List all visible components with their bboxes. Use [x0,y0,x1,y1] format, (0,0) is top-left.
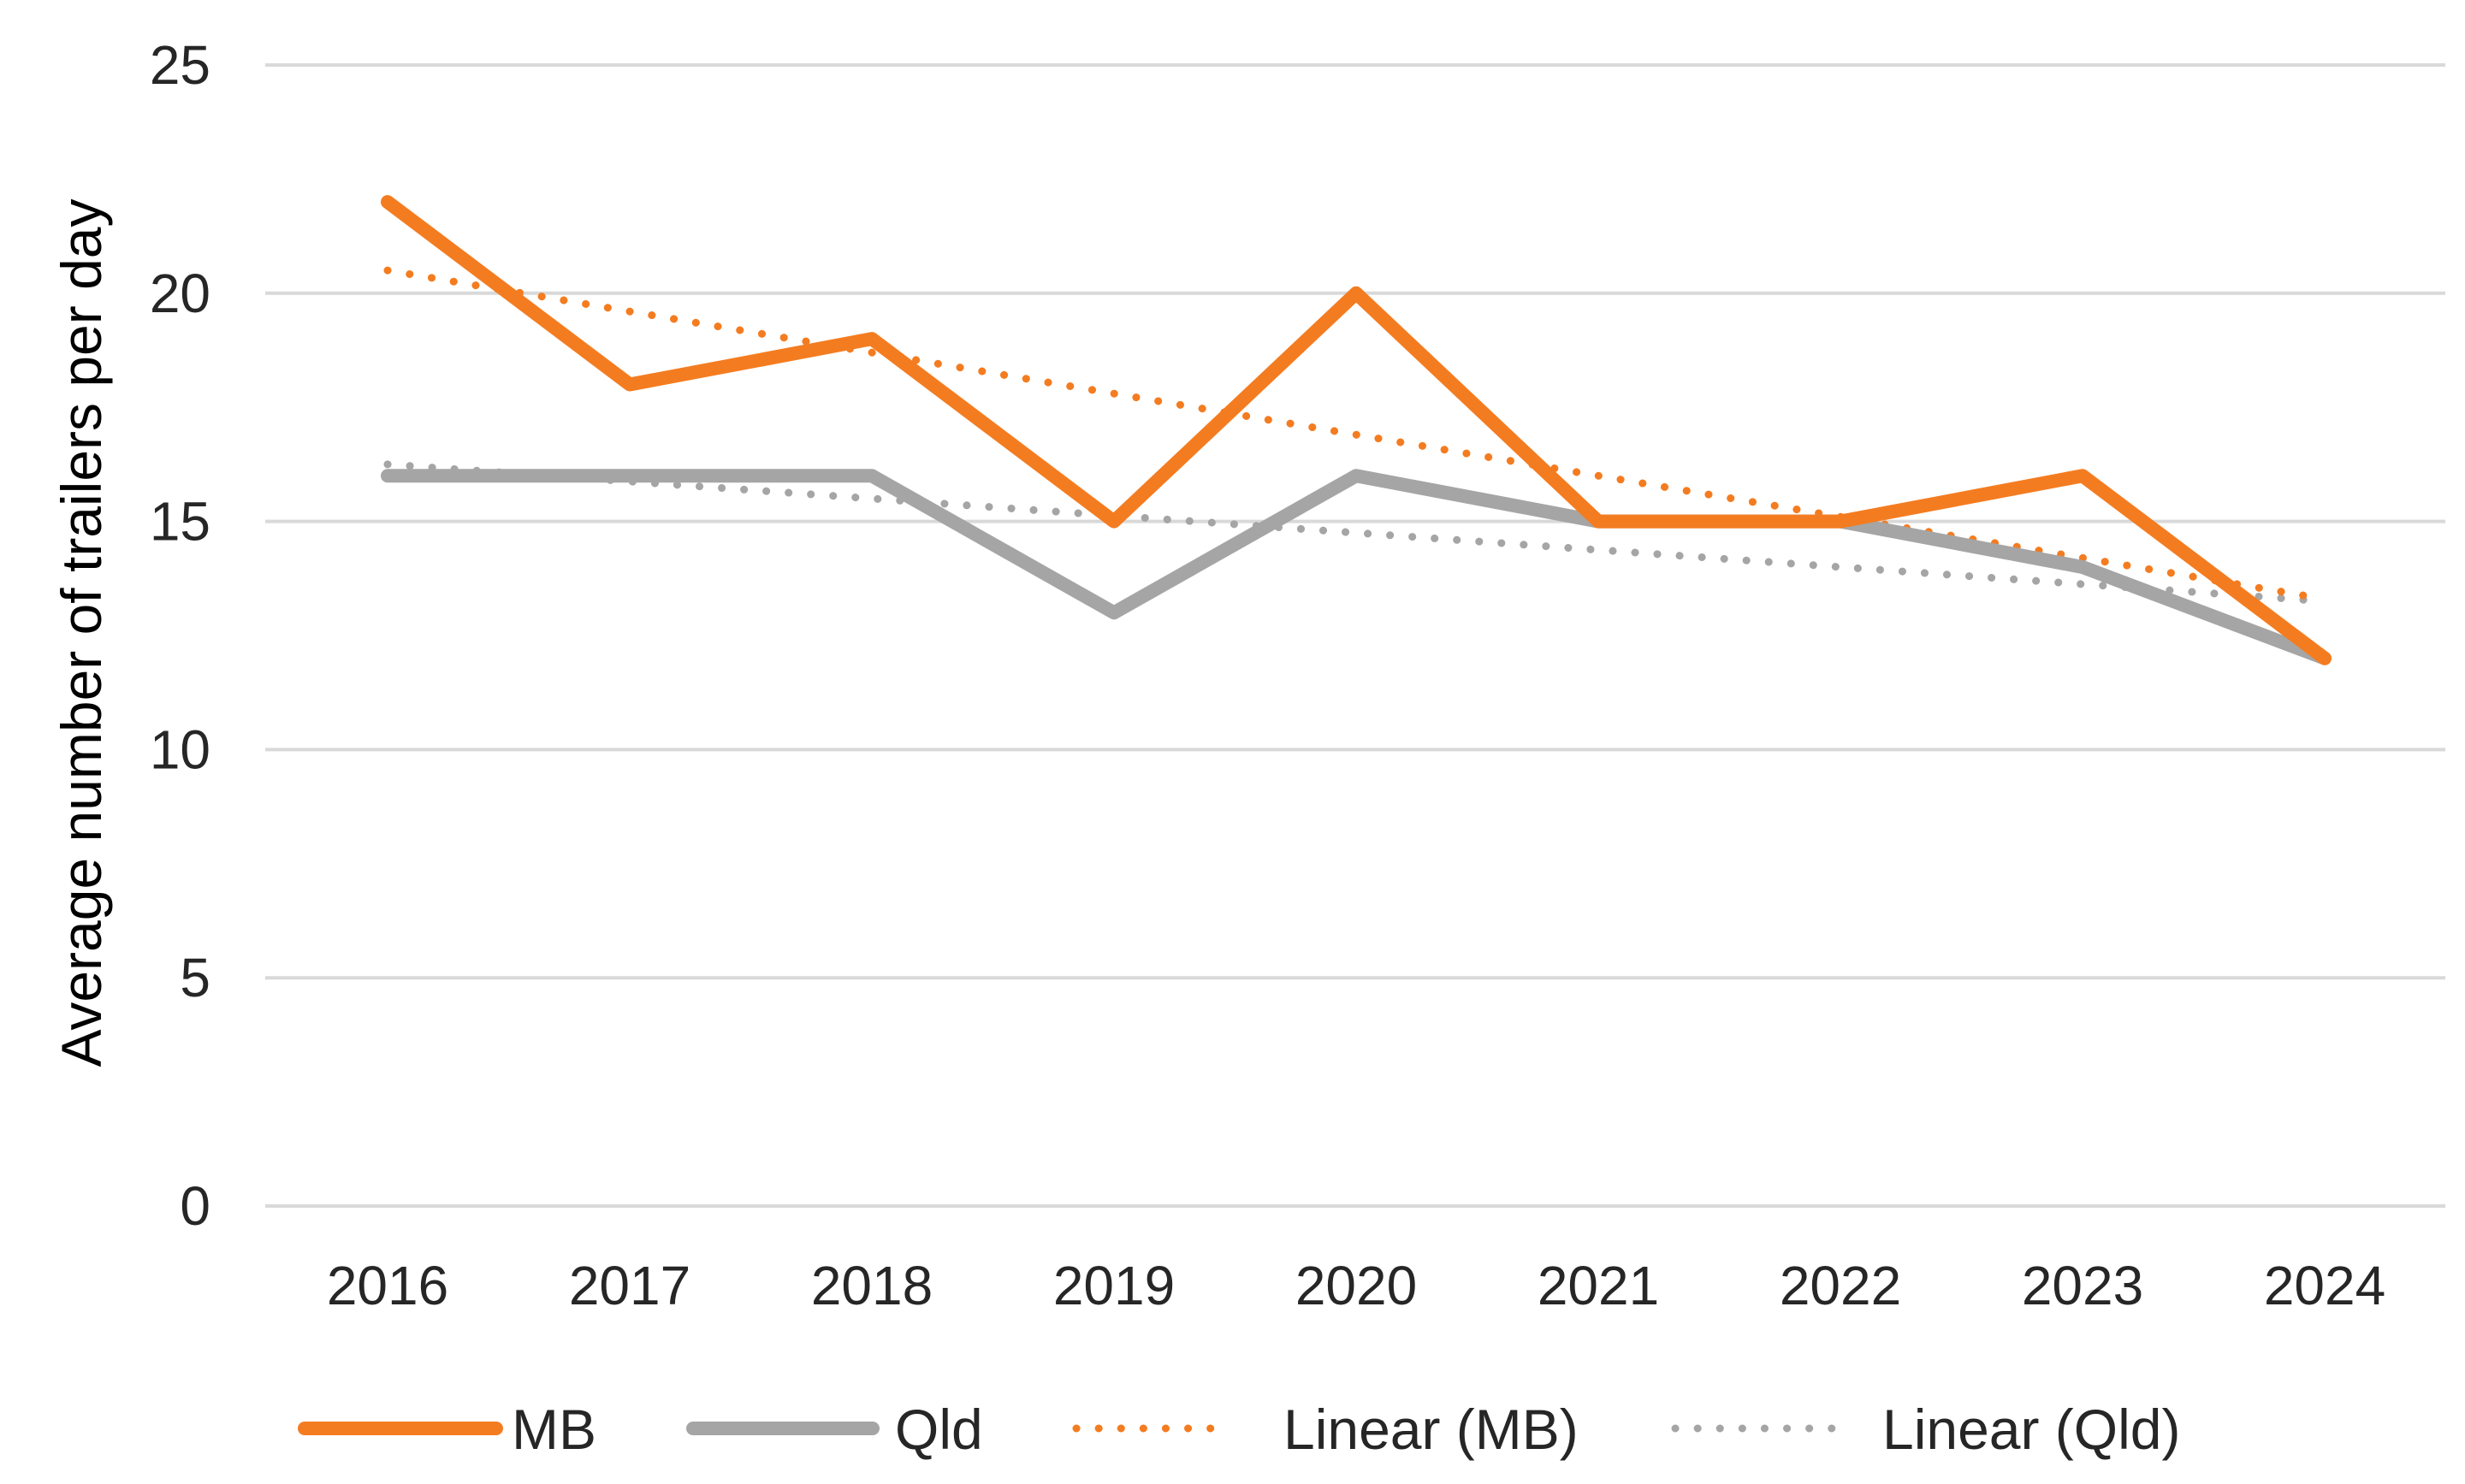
legend-label: MB [512,1398,596,1461]
data-point [630,384,631,385]
legend-label: Linear (Qld) [1882,1398,2180,1461]
x-tick-label: 2018 [811,1255,933,1316]
data-point [1114,612,1115,613]
y-tick-label: 10 [150,718,210,780]
y-tick-label: 0 [180,1175,210,1237]
x-axis-tick-labels: 2016 2017 2018 2019 2020 2021 2022 2023 2024 [327,1255,2385,1316]
data-point [872,339,873,340]
series-line-linear-mb [383,266,2329,603]
x-tick-label: 2023 [2022,1255,2143,1316]
legend-entry-mb: MB [298,1398,596,1461]
y-tick-label: 15 [150,491,210,553]
series-line-qld [381,469,2332,665]
y-tick-label: 20 [150,263,210,324]
data-point [2325,658,2326,659]
data-point [1114,521,1115,522]
legend-label: Linear (MB) [1283,1398,1579,1461]
y-axis-label: Average number of trailers per day [50,199,113,1067]
series-line-mb [381,195,2332,665]
y-tick-label: 5 [180,947,210,1008]
x-tick-label: 2017 [569,1255,690,1316]
legend-entry-linear-mb: Linear (MB) [1072,1398,1579,1461]
x-tick-label: 2021 [1538,1255,1659,1316]
x-tick-label: 2016 [327,1255,448,1316]
data-point [1598,521,1599,522]
x-tick-label: 2022 [1780,1255,1901,1316]
legend: MB Qld Linear (MB) Linear (Qld) [298,1398,2180,1461]
gridlines [265,63,2445,1208]
y-tick-label: 25 [150,34,210,96]
x-tick-label: 2019 [1053,1255,1175,1316]
y-axis-tick-labels: 0 5 10 15 20 25 [150,34,210,1237]
x-tick-label: 2020 [1295,1255,1417,1316]
series-layer [381,195,2332,665]
legend-entry-linear-qld: Linear (Qld) [1671,1398,2180,1461]
legend-label: Qld [895,1398,983,1461]
data-point [1840,521,1841,522]
legend-entry-qld: Qld [686,1398,983,1461]
x-tick-label: 2024 [2264,1255,2385,1316]
